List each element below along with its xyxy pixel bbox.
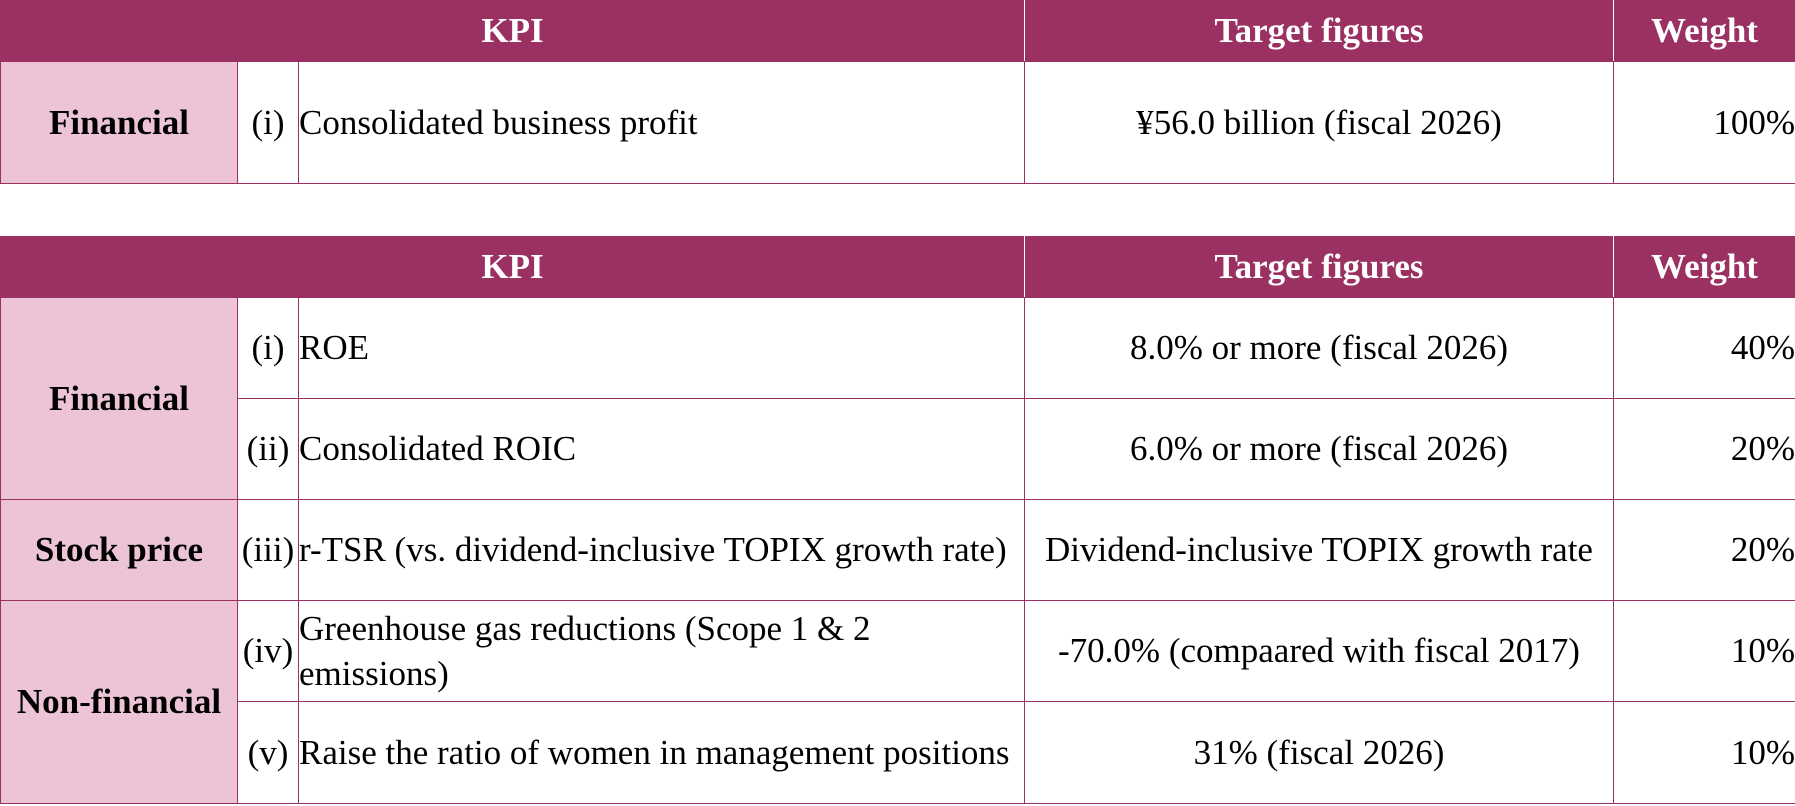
- weight-value: 10%: [1613, 600, 1795, 702]
- kpi-number: (i): [237, 297, 299, 399]
- kpi-description: r-TSR (vs. dividend-inclusive TOPIX grow…: [298, 499, 1025, 601]
- kpi-table-annual: KPI Target figures Weight Financial (i) …: [0, 0, 1795, 184]
- table-header-row: KPI Target figures Weight: [0, 236, 1795, 298]
- category-cell-financial: Financial: [0, 297, 238, 500]
- kpi-description: Raise the ratio of women in management p…: [298, 701, 1025, 804]
- table-row: (v) Raise the ratio of women in manageme…: [1, 701, 1795, 804]
- kpi-description: Consolidated business profit: [298, 61, 1025, 184]
- table-row: Non-financial (iv) Greenhouse gas reduct…: [0, 600, 1795, 804]
- target-figure: Dividend-inclusive TOPIX growth rate: [1024, 499, 1614, 601]
- target-figure: 6.0% or more (fiscal 2026): [1024, 398, 1614, 500]
- header-kpi: KPI: [0, 236, 1025, 298]
- kpi-number: (v): [237, 701, 299, 804]
- header-target-figures: Target figures: [1024, 0, 1614, 62]
- weight-value: 20%: [1613, 398, 1795, 500]
- header-target-figures: Target figures: [1024, 236, 1614, 298]
- category-cell-financial: Financial: [0, 61, 238, 184]
- table-row: Stock price (iii) r-TSR (vs. dividend-in…: [0, 499, 1795, 601]
- kpi-table-long-term: KPI Target figures Weight Financial (i) …: [0, 236, 1795, 804]
- target-figure: 31% (fiscal 2026): [1024, 701, 1614, 804]
- kpi-number: (i): [237, 61, 299, 184]
- header-kpi: KPI: [0, 0, 1025, 62]
- weight-value: 100%: [1613, 61, 1795, 184]
- target-figure: ¥56.0 billion (fiscal 2026): [1024, 61, 1614, 184]
- kpi-number: (iii): [237, 499, 299, 601]
- weight-value: 40%: [1613, 297, 1795, 399]
- table-row: Financial (i) ROE 8.0% or more (fiscal 2…: [0, 297, 1795, 500]
- kpi-description: ROE: [298, 297, 1025, 399]
- header-weight: Weight: [1613, 0, 1795, 62]
- target-figure: -70.0% (compaared with fiscal 2017): [1024, 600, 1614, 702]
- kpi-number: (ii): [237, 398, 299, 500]
- weight-value: 20%: [1613, 499, 1795, 601]
- category-cell-non-financial: Non-financial: [0, 600, 238, 804]
- table-row: Financial (i) Consolidated business prof…: [0, 61, 1795, 184]
- kpi-description: Greenhouse gas reductions (Scope 1 & 2 e…: [298, 600, 1025, 702]
- weight-value: 10%: [1613, 701, 1795, 804]
- table-header-row: KPI Target figures Weight: [0, 0, 1795, 62]
- header-weight: Weight: [1613, 236, 1795, 298]
- category-cell-stock-price: Stock price: [0, 499, 238, 601]
- target-figure: 8.0% or more (fiscal 2026): [1024, 297, 1614, 399]
- table-row: (ii) Consolidated ROIC 6.0% or more (fis…: [1, 398, 1795, 500]
- kpi-number: (iv): [237, 600, 299, 702]
- kpi-description: Consolidated ROIC: [298, 398, 1025, 500]
